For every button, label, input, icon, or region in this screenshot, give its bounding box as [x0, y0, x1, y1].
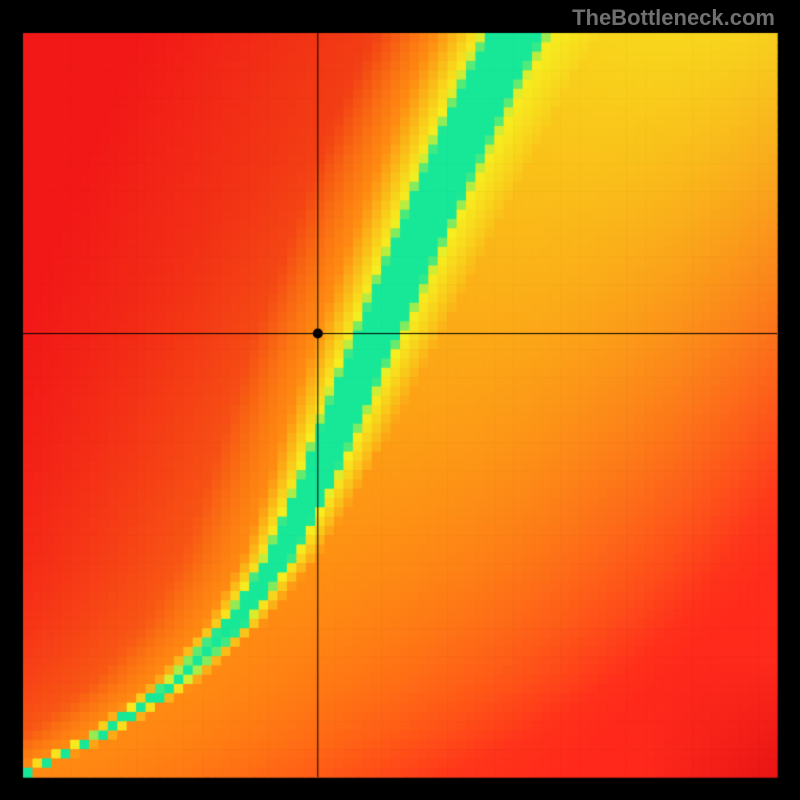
- watermark-text: TheBottleneck.com: [572, 5, 775, 31]
- bottleneck-heatmap: [0, 0, 800, 800]
